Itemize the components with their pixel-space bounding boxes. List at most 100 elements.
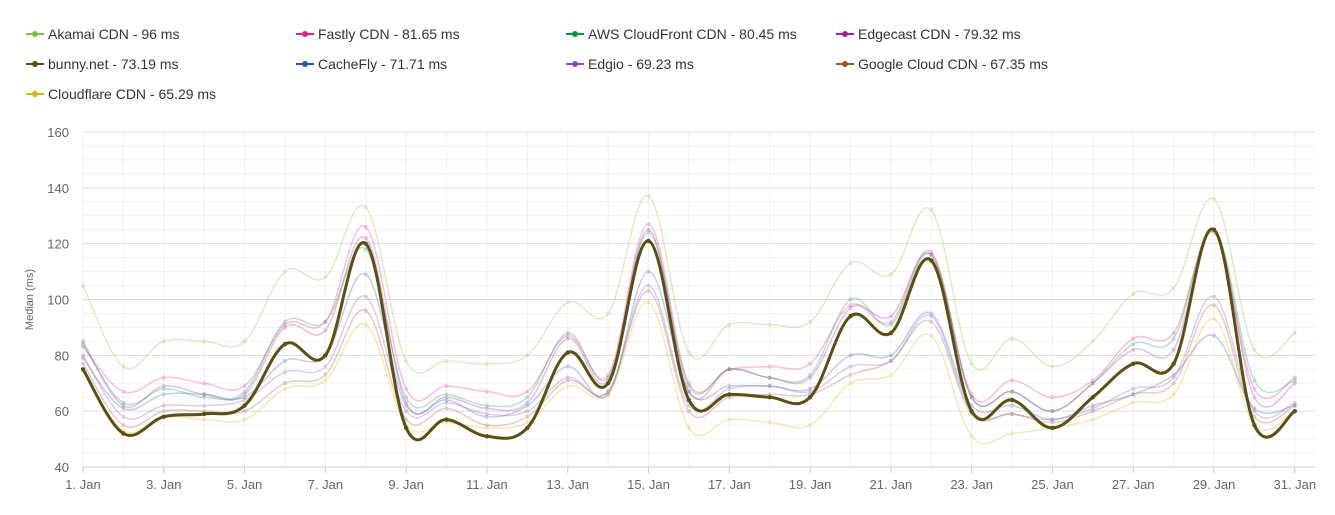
data-point	[242, 398, 247, 402]
data-point	[808, 375, 813, 380]
data-point	[1050, 425, 1055, 431]
data-point	[686, 350, 691, 355]
data-point	[1090, 339, 1095, 344]
data-point	[323, 319, 328, 324]
data-point	[242, 403, 247, 408]
legend-item[interactable]: Akamai CDN - 96 ms	[26, 26, 179, 42]
data-point	[606, 392, 611, 397]
data-point	[81, 356, 85, 361]
legend-label: Fastly CDN - 81.65 ms	[318, 26, 460, 42]
data-point	[1212, 197, 1217, 201]
data-point	[525, 414, 530, 419]
legend-label: AWS CloudFront CDN - 80.45 ms	[588, 26, 797, 42]
data-point	[242, 339, 247, 344]
data-point	[202, 392, 207, 397]
data-point	[1171, 381, 1176, 386]
data-point	[605, 381, 611, 386]
legend-swatch	[566, 29, 584, 39]
data-point	[282, 269, 287, 274]
legend-label: bunny.net - 73.19 ms	[48, 56, 179, 72]
data-point	[202, 392, 207, 397]
legend-swatch	[836, 29, 854, 39]
data-point	[888, 353, 893, 358]
data-point	[1171, 286, 1176, 291]
data-point	[1292, 400, 1297, 405]
data-point	[808, 319, 813, 324]
data-point	[848, 381, 853, 386]
data-point	[929, 258, 934, 263]
data-point	[1050, 409, 1055, 414]
data-point	[201, 411, 207, 417]
data-point	[1010, 411, 1015, 416]
data-point	[929, 252, 934, 257]
data-point	[242, 384, 247, 389]
data-point	[646, 230, 651, 235]
legend-label: Google Cloud CDN - 67.35 ms	[858, 56, 1048, 72]
data-point	[646, 289, 651, 294]
data-point	[1211, 227, 1217, 232]
data-point	[121, 431, 126, 436]
data-point	[484, 423, 489, 428]
legend-item[interactable]: CacheFly - 71.71 ms	[296, 56, 447, 72]
data-point	[323, 275, 328, 280]
legend-label: Edgio - 69.23 ms	[588, 56, 694, 72]
data-point	[363, 294, 368, 299]
data-point	[929, 333, 934, 338]
data-point	[808, 361, 813, 366]
series-line	[82, 195, 1296, 374]
x-tick-label: 7. Jan	[308, 477, 343, 492]
data-point	[121, 389, 126, 394]
x-tick-label: 17. Jan	[708, 477, 751, 492]
data-point	[525, 409, 530, 414]
data-point	[121, 423, 126, 428]
data-point	[1212, 303, 1217, 308]
series-fastly-cdn	[81, 222, 1297, 403]
x-tick-label: 21. Jan	[870, 477, 913, 492]
legend-item[interactable]: Edgecast CDN - 79.32 ms	[836, 26, 1021, 42]
legend-item[interactable]: Google Cloud CDN - 67.35 ms	[836, 56, 1048, 72]
data-point	[282, 325, 287, 330]
data-point	[969, 361, 974, 366]
data-point	[969, 408, 974, 414]
data-point	[1131, 336, 1136, 341]
data-point	[81, 367, 86, 372]
data-point	[1010, 403, 1015, 408]
legend-item[interactable]: bunny.net - 73.19 ms	[26, 56, 178, 72]
data-point	[404, 409, 409, 414]
series-edgecast-cdn	[81, 227, 1297, 415]
data-point	[444, 398, 449, 402]
data-point	[404, 403, 409, 408]
data-point	[848, 297, 853, 302]
data-point	[363, 322, 368, 327]
data-point	[1171, 361, 1176, 366]
data-point	[727, 322, 732, 327]
data-point	[81, 353, 85, 358]
data-point	[363, 236, 368, 241]
legend-item[interactable]: Cloudflare CDN - 65.29 ms	[26, 86, 216, 102]
legend-item[interactable]: Fastly CDN - 81.65 ms	[296, 26, 460, 42]
data-point	[888, 330, 894, 336]
data-point	[444, 395, 449, 400]
series-bunny-net	[81, 227, 1298, 442]
legend-swatch	[26, 89, 44, 99]
data-point	[1252, 386, 1257, 391]
legend-label: Edgecast CDN - 79.32 ms	[858, 26, 1021, 42]
data-point	[202, 339, 207, 344]
data-point	[1131, 342, 1136, 347]
data-point	[1010, 431, 1015, 436]
data-point	[767, 322, 772, 327]
data-point	[888, 322, 893, 327]
data-point	[727, 367, 732, 372]
data-point	[404, 395, 409, 400]
data-point	[848, 372, 853, 377]
legend-item[interactable]: AWS CloudFront CDN - 80.45 ms	[566, 26, 797, 42]
data-point	[484, 434, 490, 439]
data-point	[1050, 395, 1055, 400]
data-point	[969, 395, 974, 400]
data-point	[1292, 408, 1298, 414]
legend-item[interactable]: Edgio - 69.23 ms	[566, 56, 694, 72]
data-point	[444, 384, 449, 389]
data-point	[848, 364, 853, 369]
data-point	[1090, 406, 1095, 411]
data-point	[808, 423, 813, 428]
